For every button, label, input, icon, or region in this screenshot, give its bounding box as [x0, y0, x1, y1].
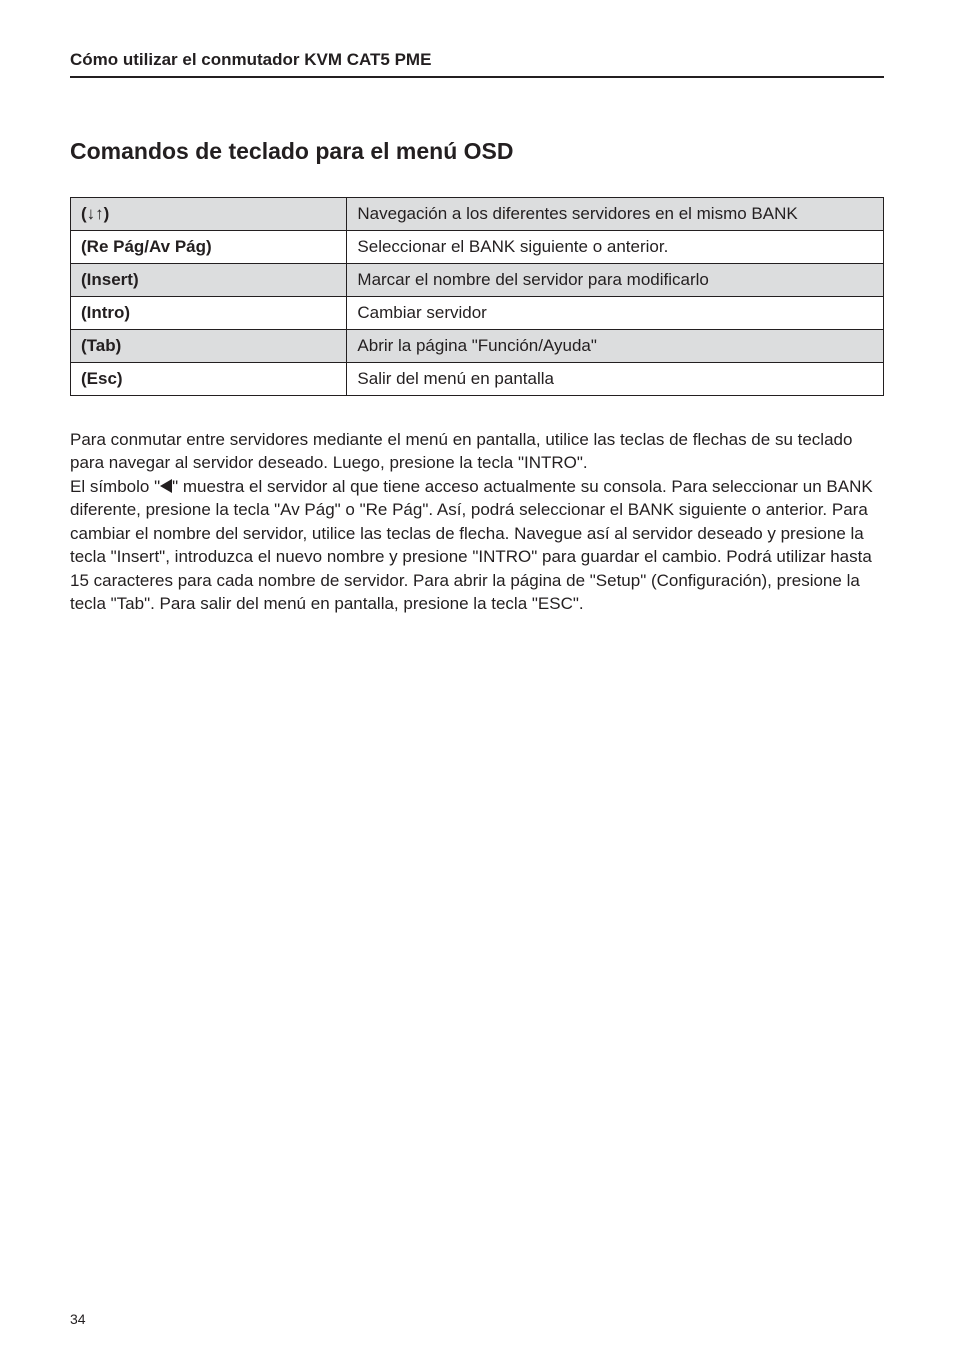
- table-row: (Tab)Abrir la página "Función/Ayuda": [71, 330, 884, 363]
- key-cell: (↓↑): [71, 198, 347, 231]
- key-cell: (Insert): [71, 264, 347, 297]
- key-cell: (Esc): [71, 363, 347, 396]
- p2-post: " muestra el servidor al que tiene acces…: [70, 477, 873, 613]
- desc-cell: Cambiar servidor: [347, 297, 884, 330]
- body-text: Para conmutar entre servidores mediante …: [70, 428, 884, 616]
- page-number: 34: [70, 1311, 86, 1327]
- breadcrumb: Cómo utilizar el conmutador KVM CAT5 PME: [70, 50, 431, 69]
- shortcut-table: (↓↑)Navegación a los diferentes servidor…: [70, 197, 884, 396]
- desc-cell: Seleccionar el BANK siguiente o anterior…: [347, 231, 884, 264]
- table-row: (↓↑)Navegación a los diferentes servidor…: [71, 198, 884, 231]
- key-cell: (Intro): [71, 297, 347, 330]
- key-cell: (Tab): [71, 330, 347, 363]
- paragraph-1: Para conmutar entre servidores mediante …: [70, 428, 884, 475]
- desc-cell: Marcar el nombre del servidor para modif…: [347, 264, 884, 297]
- table-row: (Esc)Salir del menú en pantalla: [71, 363, 884, 396]
- desc-cell: Salir del menú en pantalla: [347, 363, 884, 396]
- table-body: (↓↑)Navegación a los diferentes servidor…: [71, 198, 884, 396]
- page-header: Cómo utilizar el conmutador KVM CAT5 PME: [70, 50, 884, 78]
- desc-cell: Abrir la página "Función/Ayuda": [347, 330, 884, 363]
- section-title: Comandos de teclado para el menú OSD: [70, 138, 884, 165]
- table-row: (Intro)Cambiar servidor: [71, 297, 884, 330]
- table-row: (Re Pág/Av Pág)Seleccionar el BANK sigui…: [71, 231, 884, 264]
- table-row: (Insert)Marcar el nombre del servidor pa…: [71, 264, 884, 297]
- desc-cell: Navegación a los diferentes servidores e…: [347, 198, 884, 231]
- key-cell: (Re Pág/Av Pág): [71, 231, 347, 264]
- paragraph-2: El símbolo "" muestra el servidor al que…: [70, 475, 884, 616]
- left-triangle-icon: [160, 479, 172, 493]
- p2-pre: El símbolo ": [70, 477, 160, 496]
